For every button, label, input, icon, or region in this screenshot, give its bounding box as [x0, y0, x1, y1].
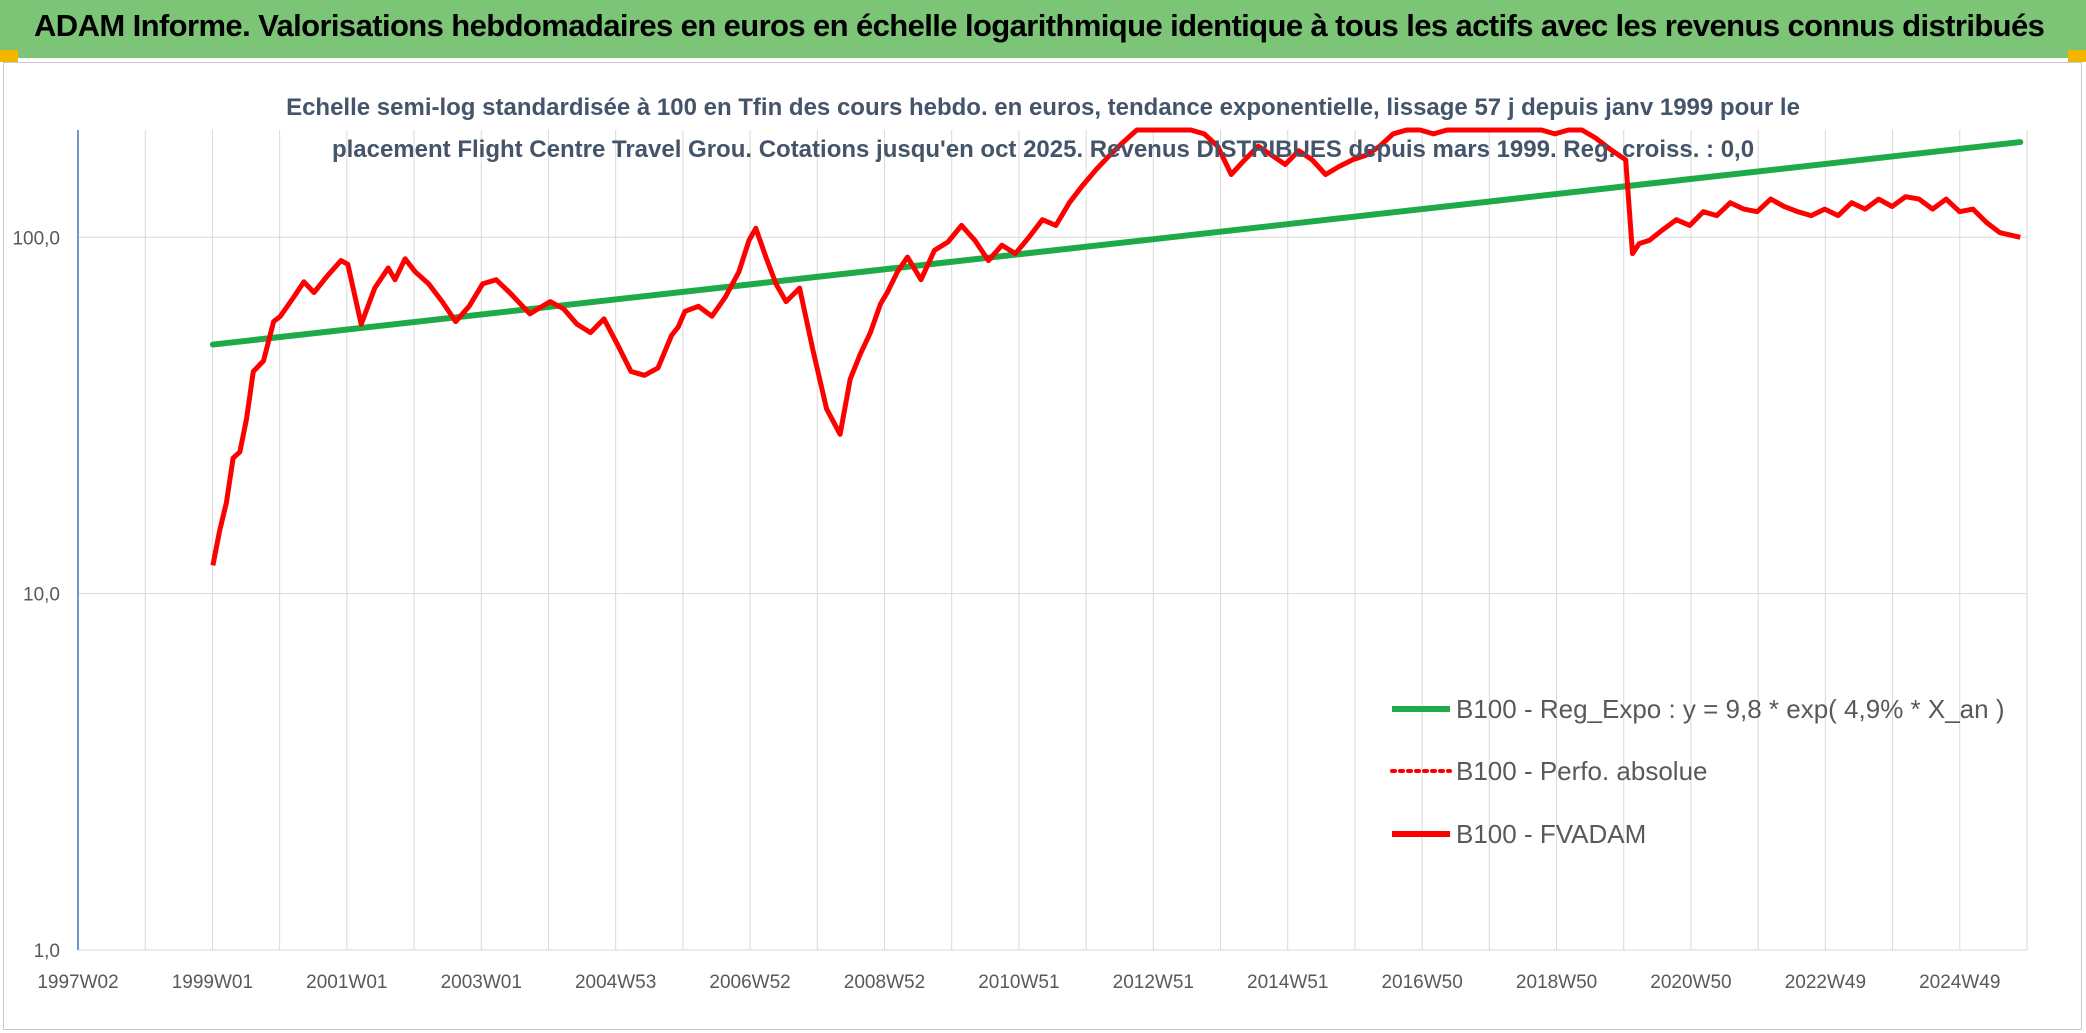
y-tick-label: 100,0	[12, 228, 60, 249]
legend-label-trend: B100 - Reg_Expo : y = 9,8 * exp( 4,9% * …	[1456, 694, 2005, 724]
x-tick-label: 2014W51	[1247, 972, 1328, 993]
x-tick-label: 2020W50	[1650, 972, 1731, 993]
x-tick-label: 2012W51	[1113, 972, 1194, 993]
x-tick-label: 2022W49	[1785, 972, 1866, 993]
y-tick-label: 10,0	[23, 585, 60, 606]
legend-label-perfo: B100 - Perfo. absolue	[1456, 756, 1708, 786]
x-tick-label: 2018W50	[1516, 972, 1597, 993]
legend-label-fvadam: B100 - FVADAM	[1456, 819, 1646, 849]
series-line-trend	[209, 139, 2024, 348]
x-tick-label: 2024W49	[1919, 972, 2000, 993]
report-banner: ADAM Informe. Valorisations hebdomadaire…	[0, 0, 2086, 58]
x-tick-label: 1997W02	[37, 972, 118, 993]
report-title: ADAM Informe. Valorisations hebdomadaire…	[34, 8, 2045, 43]
y-tick-labels: 1,0 10,0 100,0	[12, 228, 60, 962]
corner-marker-right	[2068, 50, 2086, 62]
corner-marker-left	[0, 50, 18, 62]
x-tick-label: 2004W53	[575, 972, 656, 993]
x-tick-label: 2006W52	[709, 972, 790, 993]
x-tick-labels: 1997W02 1999W01 2001W01 2003W01 2004W53 2006W…	[37, 972, 2000, 993]
x-tick-label: 1999W01	[172, 972, 253, 993]
x-tick-label: 2016W50	[1381, 972, 1462, 993]
x-tick-label: 2001W01	[306, 972, 387, 993]
chart-subtitle-line1: Echelle semi-log standardisée à 100 en T…	[286, 94, 1800, 121]
legend: B100 - Reg_Expo : y = 9,8 * exp( 4,9% * …	[1390, 694, 2005, 849]
x-tick-label: 2010W51	[978, 972, 1059, 993]
chart-subtitle-line2: placement Flight Centre Travel Grou. Cot…	[332, 136, 1754, 163]
series-line-fvadam	[210, 127, 2021, 566]
x-tick-label: 2003W01	[441, 972, 522, 993]
series-lines	[209, 127, 2024, 566]
chart-frame	[3, 62, 2082, 1030]
y-tick-label: 1,0	[34, 941, 60, 962]
x-tick-label: 2008W52	[844, 972, 925, 993]
